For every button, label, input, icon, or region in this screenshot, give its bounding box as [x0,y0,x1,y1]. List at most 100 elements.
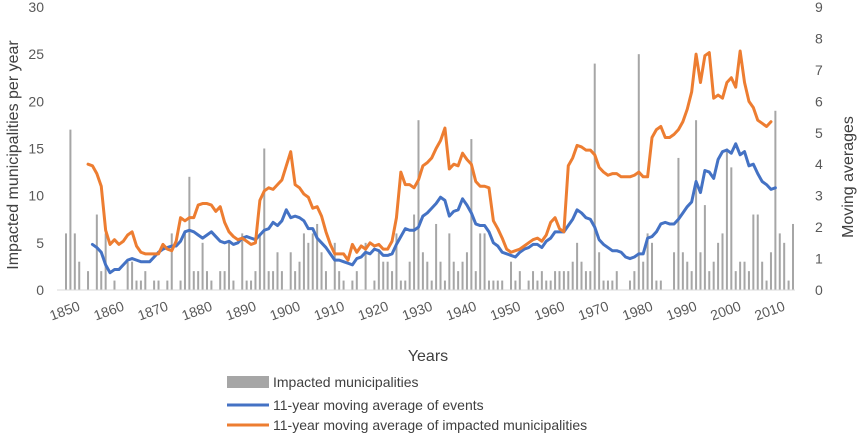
bar-1993 [695,120,698,290]
bar-1905 [307,242,310,290]
line-municipalities-moving-average [86,49,773,262]
bar-1902 [294,271,297,290]
bar-1868 [144,271,147,290]
bar-1975 [615,271,618,290]
bar-1951 [510,261,513,290]
bar-1923 [386,261,389,290]
y-right-tick-label-1: 1 [815,251,823,267]
bar-1964 [567,271,570,290]
bar-1968 [584,271,587,290]
bar-1855 [87,271,90,290]
bar-1957 [536,280,539,290]
bar-1958 [540,271,543,290]
bar-1878 [188,176,191,290]
bar-1912 [338,271,341,290]
bar-1920 [373,280,376,290]
bar-1972 [602,280,605,290]
y-axis-right-title: Moving averages [840,116,857,238]
legend-label-municipalities: 11-year moving average of impacted munic… [273,417,587,433]
y-right-tick-label-8: 8 [815,30,823,46]
bar-1983 [651,242,654,290]
bar-1991 [686,261,689,290]
bar-1879 [192,271,195,290]
x-tick-label-1930: 1930 [400,298,435,324]
bar-1994 [699,252,702,290]
bar-1939 [457,271,460,290]
bar-1995 [703,205,706,290]
bar-1871 [157,280,160,290]
bar-1890 [241,233,244,290]
x-tick-label-1900: 1900 [268,298,303,324]
bar-1956 [532,271,535,290]
bar-1882 [205,271,208,290]
x-tick-label-1890: 1890 [223,298,258,324]
bar-1945 [483,233,486,290]
bar-1894 [258,233,261,290]
x-tick-label-1920: 1920 [356,298,391,324]
bar-1988 [673,252,676,290]
bar-1930 [417,120,420,290]
legend-swatch-bars [227,376,269,388]
y-left-tick-label-0: 0 [36,282,44,298]
bar-1973 [606,280,609,290]
bar-2001 [730,167,733,290]
bar-1864 [126,261,129,290]
y-axis-left-ticks: 0 5 10 15 20 25 30 [28,0,44,298]
bar-1850 [65,233,67,290]
bar-2010 [769,252,772,290]
bar-1925 [395,233,398,290]
bar-1876 [179,280,182,290]
bar-1932 [426,261,429,290]
bar-1933 [430,280,433,290]
bar-1981 [642,261,645,290]
bar-1998 [717,242,720,290]
x-axis-ticks: 1850 1860 1870 1880 1890 1900 1910 1920 1930 1940… [47,298,787,324]
bar-2002 [734,271,737,290]
bar-1870 [153,280,156,290]
x-tick-label-1860: 1860 [91,298,126,324]
bar-1899 [280,271,283,290]
legend-label-events: 11-year moving average of events [273,397,484,413]
bar-2009 [765,280,768,290]
bar-1896 [267,271,270,290]
bar-2005 [747,271,750,290]
bar-1895 [263,148,266,290]
y-right-tick-label-0: 0 [815,282,823,298]
x-tick-label-1870: 1870 [135,298,170,324]
bar-1906 [311,233,314,290]
x-tick-label-1960: 1960 [532,298,567,324]
x-tick-label-1980: 1980 [620,298,655,324]
bar-1892 [250,280,253,290]
x-tick-label-1970: 1970 [576,298,611,324]
bar-1935 [439,261,442,290]
bar-1965 [571,261,574,290]
bar-1955 [527,280,530,290]
bar-1877 [183,233,186,290]
y-left-tick-label-5: 5 [36,235,44,251]
bar-1888 [232,280,235,290]
bar-1940 [461,261,464,290]
y-axis-left-title: Impacted municipalities per year [5,40,22,270]
bar-1952 [514,280,517,290]
bar-1883 [210,280,213,290]
bar-1927 [404,280,407,290]
bar-1937 [448,233,451,290]
x-tick-label-1990: 1990 [664,298,699,324]
bar-1971 [598,252,601,290]
bar-1907 [316,223,319,290]
bar-1911 [333,242,336,290]
y-right-tick-label-7: 7 [815,62,823,78]
x-tick-label-1940: 1940 [444,298,479,324]
bar-1984 [655,280,658,290]
bar-1874 [170,233,173,290]
bar-1916 [355,271,358,290]
bar-1928 [408,261,411,290]
bar-1901 [289,252,292,290]
bar-1857 [95,214,98,290]
y-right-tick-label-9: 9 [815,0,823,15]
x-tick-label-1880: 1880 [179,298,214,324]
y-left-tick-label-15: 15 [28,141,44,157]
bar-1936 [443,280,446,290]
bar-1866 [135,280,138,290]
